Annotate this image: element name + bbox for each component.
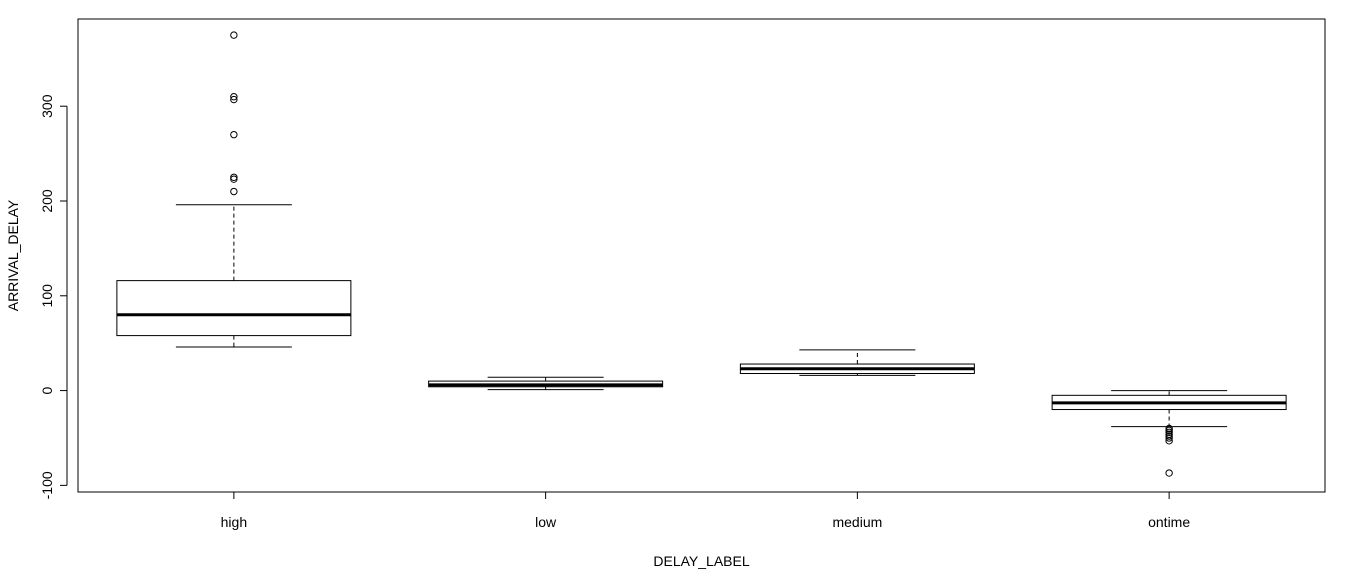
outlier-point [230,31,238,39]
outlier-point [1165,434,1173,442]
box-medium [739,349,975,376]
outlier-point [230,173,238,181]
x-tick-label: high [221,514,247,530]
x-tick-label: medium [832,514,882,530]
y-tick-label: 0 [39,386,55,394]
box-low [428,376,664,391]
y-tick-label: 300 [39,94,55,118]
outlier-point [1165,428,1173,436]
outlier-point [230,175,238,183]
y-axis-title: ARRIVAL_DELAY [5,199,21,311]
outlier-point [1165,432,1173,440]
outlier-point [230,187,238,196]
outlier-point [230,95,238,104]
outlier-point [1165,469,1173,477]
y-tick-label: 100 [39,284,55,308]
box-high [116,31,352,348]
x-axis-title: DELAY_LABEL [653,553,749,569]
outlier-point [230,93,238,101]
boxes [116,31,1287,477]
y-tick-label: 200 [39,189,55,213]
y-axis: -100 0 100 200 300 [39,94,68,499]
outlier-point [1165,437,1173,445]
plot-frame [77,18,1326,493]
outlier-point [1165,426,1173,435]
box-ontime [1051,390,1287,477]
outlier-point [230,130,238,139]
x-tick-label: ontime [1148,514,1190,530]
y-tick-label: -100 [39,471,55,499]
iqr-box [116,280,352,337]
outlier-point [1165,424,1173,433]
x-axis: high low medium ontime [221,491,1190,530]
x-tick-label: low [535,514,557,530]
